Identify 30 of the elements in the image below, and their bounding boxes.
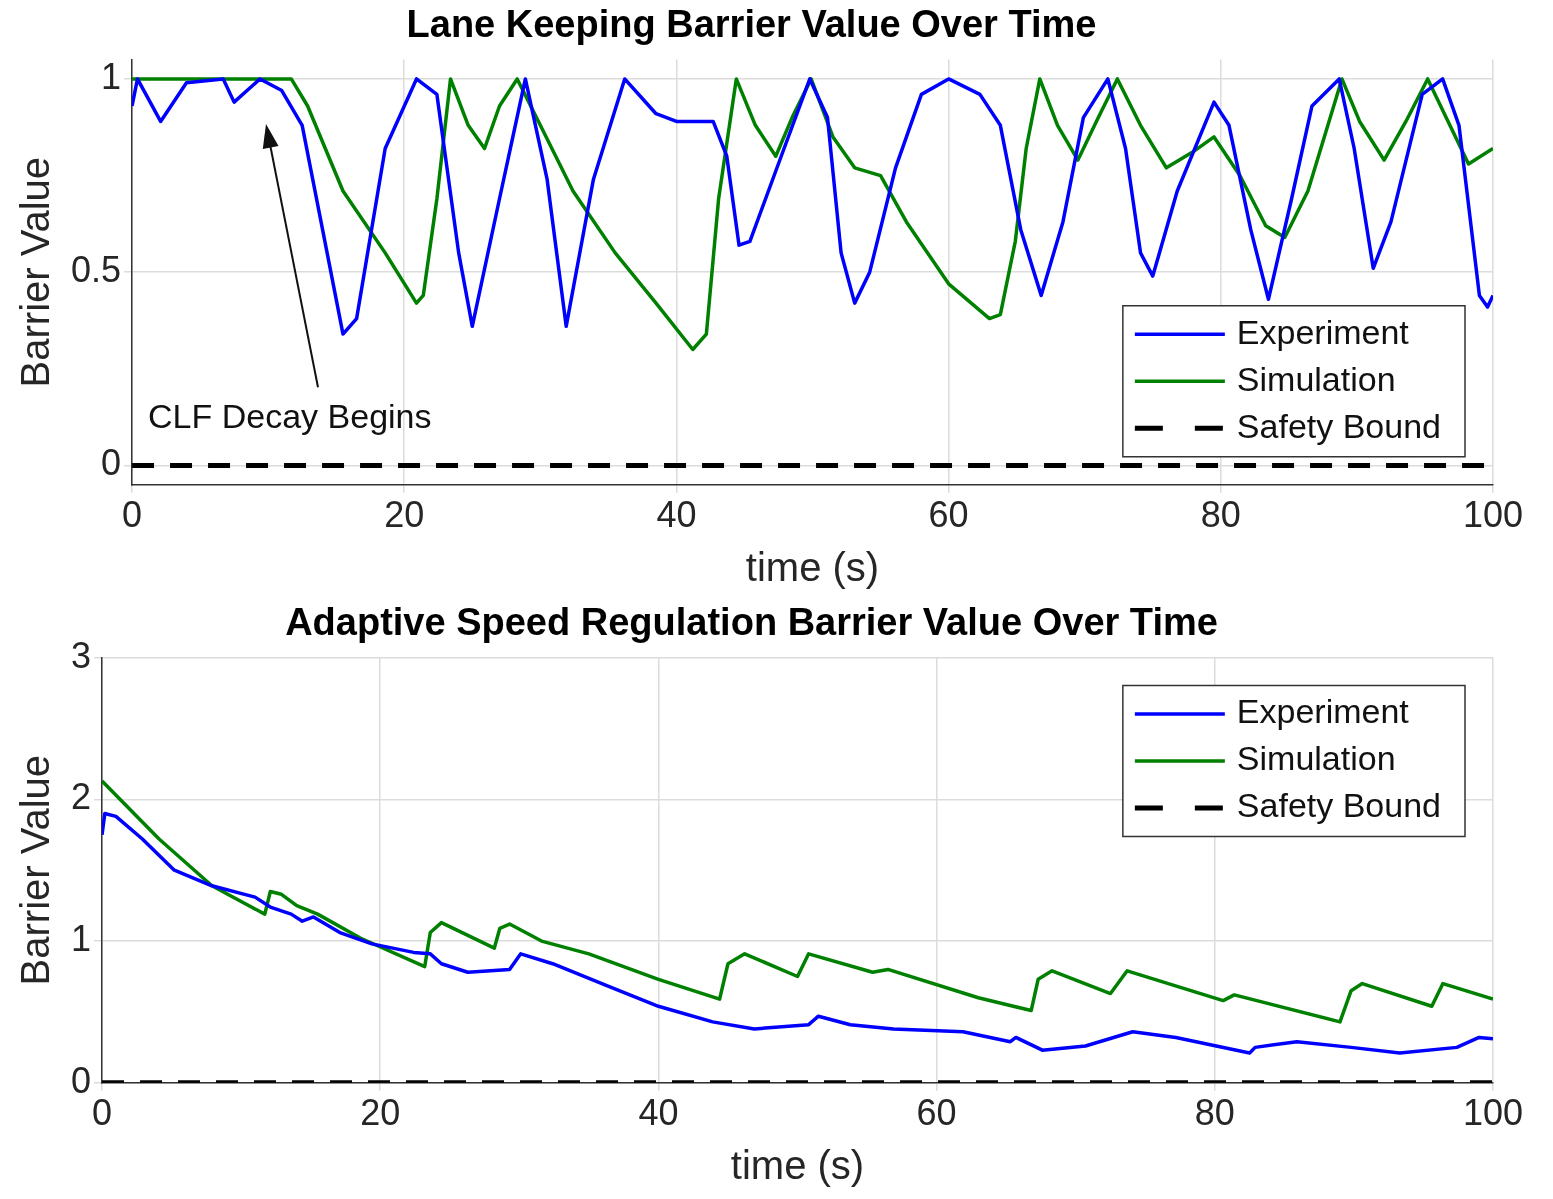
y-axis-title: Barrier Value: [13, 754, 58, 986]
y-tick-label: 0: [101, 442, 122, 484]
y-tick-label: 1: [70, 917, 92, 959]
y-tick-label: 0: [70, 1059, 92, 1101]
legend-label: Safety Bound: [1236, 786, 1442, 825]
y-tick-label: 3: [70, 634, 92, 676]
annotation: CLF Decay Begins: [148, 397, 432, 436]
chart-title: Lane Keeping Barrier Value Over Time: [406, 3, 1097, 46]
y-tick-label: 1: [101, 55, 122, 97]
x-axis-title: time (s): [730, 1143, 865, 1188]
legend-label: Simulation: [1236, 359, 1396, 398]
legend-label: Safety Bound: [1236, 406, 1442, 445]
x-tick-label: 60: [928, 494, 969, 536]
x-tick-label: 80: [1200, 494, 1241, 536]
x-tick-label: 40: [656, 494, 697, 536]
x-tick-label: 40: [638, 1092, 679, 1134]
x-tick-label: 80: [1194, 1092, 1235, 1134]
x-tick-label: 100: [1462, 1092, 1524, 1134]
y-tick-label: 0.5: [71, 249, 122, 291]
x-tick-label: 100: [1462, 494, 1524, 536]
legend-label: Experiment: [1236, 312, 1410, 351]
y-axis-title: Barrier Value: [13, 156, 58, 388]
x-tick-label: 20: [384, 494, 425, 536]
y-tick-label: 2: [70, 776, 92, 818]
legend-label: Simulation: [1236, 739, 1396, 778]
legend-label: Experiment: [1236, 692, 1410, 731]
x-tick-label: 60: [916, 1092, 957, 1134]
x-axis-title: time (s): [745, 545, 880, 590]
x-tick-label: 20: [360, 1092, 401, 1134]
chart-title: Adaptive Speed Regulation Barrier Value Over Time: [285, 601, 1218, 644]
